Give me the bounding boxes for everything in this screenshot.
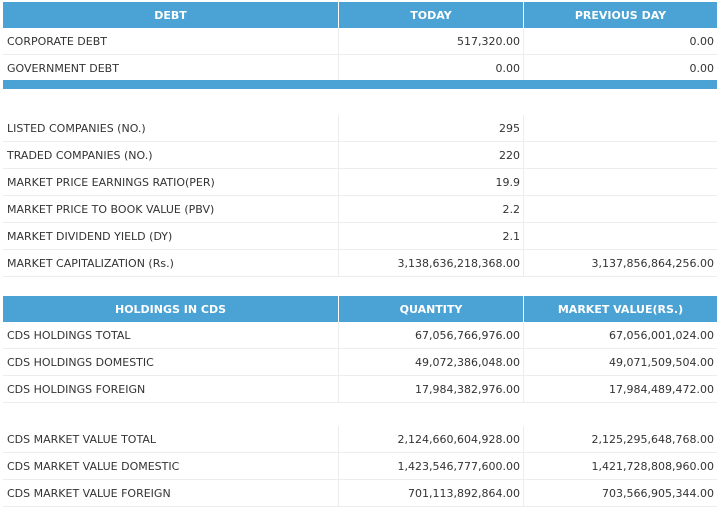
- cds-holdings-table: HOLDINGS IN CDS QUANTITY MARKET VALUE(RS…: [3, 296, 717, 403]
- row-label: CORPORATE DEBT: [3, 28, 339, 55]
- cds-market-value-domestic-row: CDS MARKET VALUE DOMESTIC 1,423,546,777,…: [3, 453, 717, 480]
- market-value: 703,566,905,344.00: [524, 480, 717, 507]
- previous-day-value: [524, 169, 717, 196]
- today-value: 19.9: [339, 169, 524, 196]
- today-value: 3,138,636,218,368.00: [339, 250, 524, 277]
- quantity-value: 701,113,892,864.00: [339, 480, 524, 507]
- cds-market-value-foreign-row: CDS MARKET VALUE FOREIGN 701,113,892,864…: [3, 480, 717, 507]
- market-value: 2,125,295,648,768.00: [524, 426, 717, 453]
- listed-companies-row: LISTED COMPANIES (NO.) 295: [3, 115, 717, 142]
- row-label: CDS HOLDINGS TOTAL: [3, 322, 339, 349]
- debt-header-row: DEBT TODAY PREVIOUS DAY: [3, 2, 717, 28]
- today-value: 220: [339, 142, 524, 169]
- previous-day-value: [524, 223, 717, 250]
- market-capitalization-row: MARKET CAPITALIZATION (Rs.) 3,138,636,21…: [3, 250, 717, 277]
- quantity-value: 1,423,546,777,600.00: [339, 453, 524, 480]
- today-column-header: TODAY: [339, 2, 524, 28]
- market-value: 67,056,001,024.00: [524, 322, 717, 349]
- row-label: CDS MARKET VALUE FOREIGN: [3, 480, 339, 507]
- market-value: 49,071,509,504.00: [524, 349, 717, 376]
- quantity-value: 17,984,382,976.00: [339, 376, 524, 403]
- previous-day-value: [524, 196, 717, 223]
- row-label: MARKET CAPITALIZATION (Rs.): [3, 250, 339, 277]
- previous-day-value: [524, 142, 717, 169]
- today-value: 295: [339, 115, 524, 142]
- today-value: 2.1: [339, 223, 524, 250]
- quantity-value: 49,072,386,048.00: [339, 349, 524, 376]
- cds-holdings-foreign-row: CDS HOLDINGS FOREIGN 17,984,382,976.00 1…: [3, 376, 717, 403]
- debt-table: DEBT TODAY PREVIOUS DAY CORPORATE DEBT 5…: [3, 2, 717, 82]
- row-label: MARKET PRICE EARNINGS RATIO(PER): [3, 169, 339, 196]
- market-value: 1,421,728,808,960.00: [524, 453, 717, 480]
- row-label: TRADED COMPANIES (NO.): [3, 142, 339, 169]
- row-label: CDS MARKET VALUE DOMESTIC: [3, 453, 339, 480]
- market-statistics-table: LISTED COMPANIES (NO.) 295 TRADED COMPAN…: [3, 115, 717, 277]
- government-debt-row: GOVERNMENT DEBT 0.00 0.00: [3, 55, 717, 82]
- today-value: 0.00: [339, 55, 524, 82]
- previous-day-value: [524, 115, 717, 142]
- row-label: LISTED COMPANIES (NO.): [3, 115, 339, 142]
- today-value: 517,320.00: [339, 28, 524, 55]
- dividend-yield-row: MARKET DIVIDEND YIELD (DY) 2.1: [3, 223, 717, 250]
- previous-day-value: 3,137,856,864,256.00: [524, 250, 717, 277]
- per-row: MARKET PRICE EARNINGS RATIO(PER) 19.9: [3, 169, 717, 196]
- row-label: GOVERNMENT DEBT: [3, 55, 339, 82]
- market-value: 17,984,489,472.00: [524, 376, 717, 403]
- previous-day-value: 0.00: [524, 28, 717, 55]
- row-label: CDS HOLDINGS FOREIGN: [3, 376, 339, 403]
- quantity-value: 67,056,766,976.00: [339, 322, 524, 349]
- today-value: 2.2: [339, 196, 524, 223]
- cds-market-value-table: CDS MARKET VALUE TOTAL 2,124,660,604,928…: [3, 426, 717, 507]
- row-label: CDS MARKET VALUE TOTAL: [3, 426, 339, 453]
- market-value-column-header: MARKET VALUE(RS.): [524, 296, 717, 322]
- traded-companies-row: TRADED COMPANIES (NO.) 220: [3, 142, 717, 169]
- cds-market-value-total-row: CDS MARKET VALUE TOTAL 2,124,660,604,928…: [3, 426, 717, 453]
- pbv-row: MARKET PRICE TO BOOK VALUE (PBV) 2.2: [3, 196, 717, 223]
- cds-header-row: HOLDINGS IN CDS QUANTITY MARKET VALUE(RS…: [3, 296, 717, 322]
- row-label: MARKET PRICE TO BOOK VALUE (PBV): [3, 196, 339, 223]
- debt-column-header: DEBT: [3, 2, 339, 28]
- holdings-column-header: HOLDINGS IN CDS: [3, 296, 339, 322]
- row-label: MARKET DIVIDEND YIELD (DY): [3, 223, 339, 250]
- corporate-debt-row: CORPORATE DEBT 517,320.00 0.00: [3, 28, 717, 55]
- cds-holdings-domestic-row: CDS HOLDINGS DOMESTIC 49,072,386,048.00 …: [3, 349, 717, 376]
- quantity-column-header: QUANTITY: [339, 296, 524, 322]
- previous-day-column-header: PREVIOUS DAY: [524, 2, 717, 28]
- quantity-value: 2,124,660,604,928.00: [339, 426, 524, 453]
- cds-holdings-total-row: CDS HOLDINGS TOTAL 67,056,766,976.00 67,…: [3, 322, 717, 349]
- section-divider-bar: [3, 80, 717, 89]
- row-label: CDS HOLDINGS DOMESTIC: [3, 349, 339, 376]
- previous-day-value: 0.00: [524, 55, 717, 82]
